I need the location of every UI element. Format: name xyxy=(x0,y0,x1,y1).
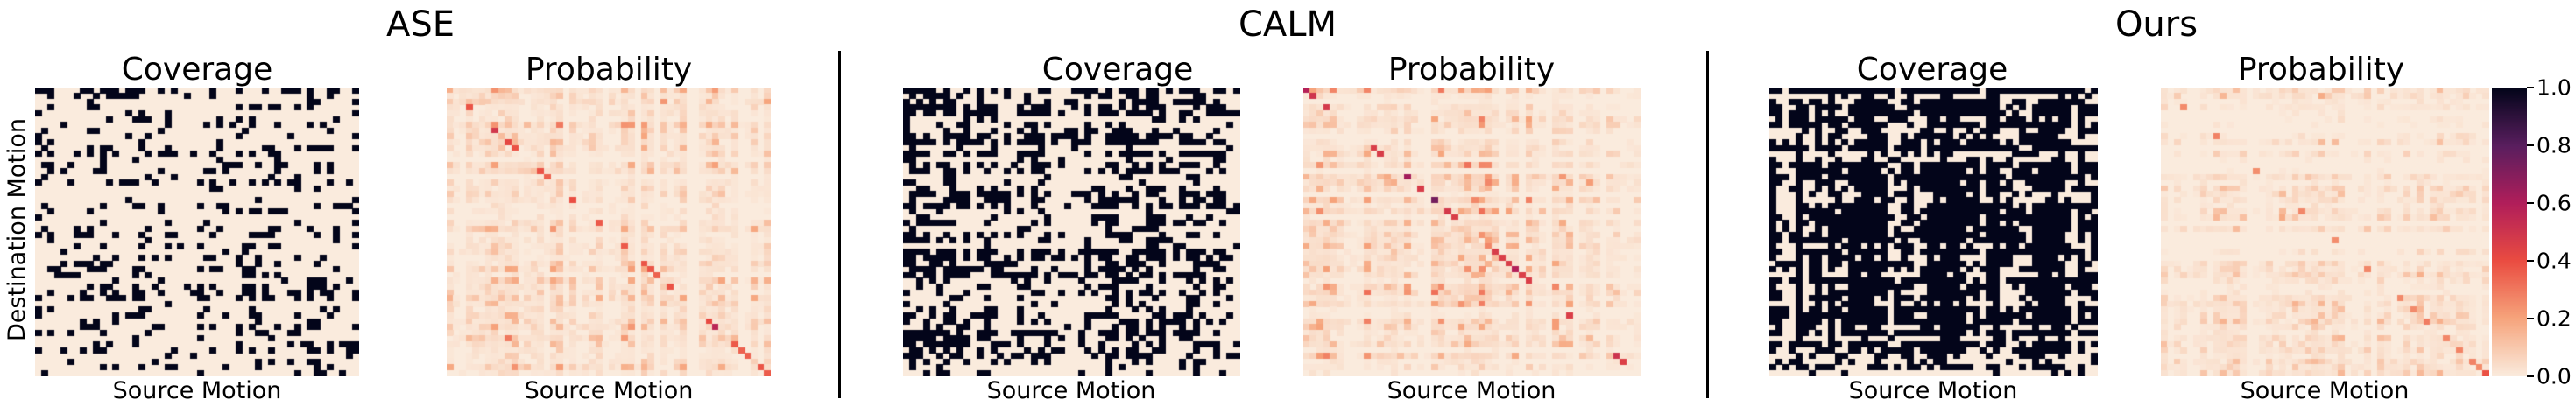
colorbar-tick-label: 0.0 xyxy=(2537,363,2572,389)
group-title-ase: ASE xyxy=(385,4,455,45)
colorbar-tickmark xyxy=(2527,144,2534,146)
colorbar-tick-label: 1.0 xyxy=(2537,74,2572,101)
x-axis-label-ase-probability: Source Motion xyxy=(524,377,694,404)
x-axis-label-ours-probability: Source Motion xyxy=(2240,377,2410,404)
colorbar-tick-label: 0.6 xyxy=(2537,190,2572,216)
panel-title-ours-probability: Probability xyxy=(2237,52,2405,88)
x-axis-label-ase-coverage: Source Motion xyxy=(112,377,282,404)
group-divider-1 xyxy=(838,51,841,398)
group-title-calm: CALM xyxy=(1238,4,1337,45)
colorbar-tick-label: 0.2 xyxy=(2537,305,2572,332)
panel-title-ours-coverage: Coverage xyxy=(1856,52,2008,88)
heatmap-ase-coverage xyxy=(35,88,359,376)
panel-title-ase-probability: Probability xyxy=(525,52,693,88)
heatmap-ours-coverage xyxy=(1769,88,2098,376)
group-divider-2 xyxy=(1706,51,1709,398)
x-axis-label-calm-coverage: Source Motion xyxy=(986,377,1156,404)
heatmap-calm-coverage xyxy=(903,88,1240,376)
colorbar-tickmark xyxy=(2527,260,2534,262)
colorbar-tickmark xyxy=(2527,318,2534,319)
panel-title-calm-probability: Probability xyxy=(1387,52,1556,88)
panel-title-calm-coverage: Coverage xyxy=(1041,52,1194,88)
y-axis-label: Destination Motion xyxy=(4,117,31,341)
group-title-ours: Ours xyxy=(2114,4,2198,45)
colorbar-tick-label: 0.8 xyxy=(2537,132,2572,158)
colorbar-tickmark xyxy=(2527,202,2534,204)
heatmap-ase-probability xyxy=(447,88,771,376)
heatmap-calm-probability xyxy=(1303,88,1641,376)
heatmap-ours-probability xyxy=(2161,88,2489,376)
colorbar-tick-label: 0.4 xyxy=(2537,248,2572,274)
x-axis-label-calm-probability: Source Motion xyxy=(1387,377,1556,404)
colorbar xyxy=(2492,88,2527,376)
colorbar-tickmark xyxy=(2527,87,2534,88)
x-axis-label-ours-coverage: Source Motion xyxy=(1848,377,2018,404)
colorbar-tickmark xyxy=(2527,375,2534,377)
panel-title-ase-coverage: Coverage xyxy=(121,52,273,88)
